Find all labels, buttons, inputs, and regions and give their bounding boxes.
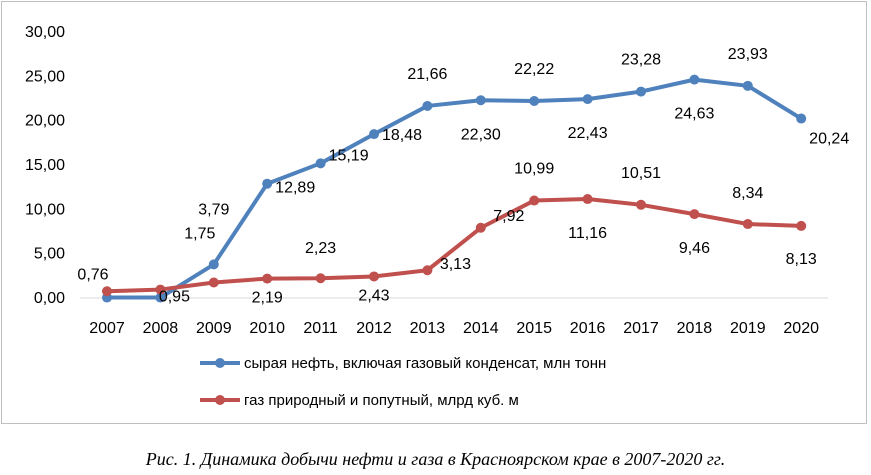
series-1-point (208, 259, 219, 270)
data-label: 7,92 (493, 208, 524, 225)
legend-marker-1 (215, 358, 225, 368)
data-label: 8,13 (786, 251, 817, 268)
series-1-point (315, 158, 326, 169)
x-tick-label: 2015 (516, 320, 552, 337)
y-tick-label: 10,00 (25, 201, 65, 218)
series-1-point (155, 292, 166, 303)
data-label: 10,51 (621, 165, 661, 182)
x-tick-label: 2017 (623, 320, 659, 337)
series-2-point (796, 220, 807, 231)
series-2-point (262, 273, 273, 284)
data-label: 18,48 (382, 127, 422, 144)
y-tick-label: 25,00 (25, 68, 65, 85)
data-label: 24,63 (674, 106, 714, 123)
x-tick-label: 2014 (463, 320, 499, 337)
series-line-1 (107, 77, 803, 300)
series-1-point (422, 100, 433, 111)
data-label: 12,89 (275, 180, 315, 197)
x-tick-label: 2018 (677, 320, 713, 337)
legend: сырая нефть, включая газовый конденсат, … (200, 355, 606, 409)
series-1-point (262, 178, 273, 189)
data-label: 15,19 (329, 147, 369, 164)
y-axis: 0,00 5,00 10,00 15,00 20,00 25,00 30,00 (25, 24, 65, 307)
data-label: 21,66 (407, 66, 447, 83)
x-axis: 2007 2008 2009 2010 2011 2012 2013 2014 2015 2016… (80, 297, 828, 337)
x-tick-label: 2012 (356, 320, 392, 337)
legend-label-2: газ природный и попутный, млрд куб. м (244, 392, 519, 409)
data-label: 22,22 (514, 61, 554, 78)
data-label: 0,95 (159, 289, 190, 306)
x-tick-label: 2019 (730, 320, 766, 337)
series-2-point (689, 209, 700, 220)
figure-caption: Рис. 1. Динамика добычи нефти и газа в К… (145, 449, 726, 469)
x-tick-label: 2016 (570, 320, 606, 337)
data-label: 2,23 (305, 240, 336, 257)
x-tick-label: 2009 (196, 320, 232, 337)
y-tick-label: 20,00 (25, 113, 65, 130)
series-1-point (636, 86, 646, 97)
data-label: 0,76 (77, 266, 108, 283)
series-1-point (689, 74, 700, 85)
y-tick-label: 0,00 (34, 290, 65, 307)
series-2-point (422, 265, 433, 276)
series-1-point (796, 113, 807, 124)
series-2-point (102, 286, 112, 297)
data-label: 3,79 (198, 201, 229, 218)
series-1-point (582, 94, 593, 105)
series-2-point (742, 219, 753, 230)
series-1-point (475, 95, 486, 106)
series-line-2 (106, 197, 802, 294)
data-label: 11,16 (568, 225, 607, 242)
y-tick-label: 15,00 (25, 157, 65, 174)
series-2-point (208, 277, 219, 288)
data-label: 22,30 (461, 126, 501, 143)
series-2-point (315, 273, 326, 284)
x-tick-label: 2013 (410, 320, 446, 337)
data-labels: 3,79 12,89 15,19 18,48 21,66 22,30 22,22 22,43 2… (77, 46, 849, 307)
x-tick-label: 2010 (249, 320, 285, 337)
data-label: 9,46 (679, 240, 710, 257)
data-label: 22,43 (568, 125, 608, 142)
legend-marker-2 (215, 395, 225, 405)
data-label: 23,28 (621, 52, 661, 69)
data-label: 3,13 (440, 256, 471, 273)
x-tick-label: 2007 (89, 320, 125, 337)
data-label: 1,75 (184, 225, 215, 242)
data-label: 20,24 (809, 131, 849, 148)
series-1-point (529, 95, 540, 106)
data-label: 8,34 (732, 185, 763, 202)
data-label: 2,43 (358, 287, 389, 304)
data-label: 10,99 (514, 161, 554, 178)
x-tick-label: 2011 (303, 320, 338, 337)
legend-label-1: сырая нефть, включая газовый конденсат, … (244, 355, 606, 372)
series-2-point (582, 194, 593, 205)
series-2-point (636, 199, 646, 210)
x-tick-label: 2020 (783, 320, 819, 337)
series-layer (102, 74, 807, 303)
series-2-point (529, 195, 540, 206)
chart-frame: 0,00 5,00 10,00 15,00 20,00 25,00 30,00 2007 20… (1, 1, 867, 424)
x-tick-label: 2008 (143, 320, 179, 337)
series-2-point (369, 271, 379, 282)
data-label: 23,93 (728, 46, 768, 63)
series-2-point (475, 222, 486, 233)
series-2-point (155, 284, 166, 295)
series-1-point (369, 129, 379, 140)
y-tick-label: 30,00 (25, 24, 65, 41)
data-label: 2,19 (252, 290, 283, 307)
y-tick-label: 5,00 (34, 246, 65, 263)
series-1-point (742, 80, 753, 91)
